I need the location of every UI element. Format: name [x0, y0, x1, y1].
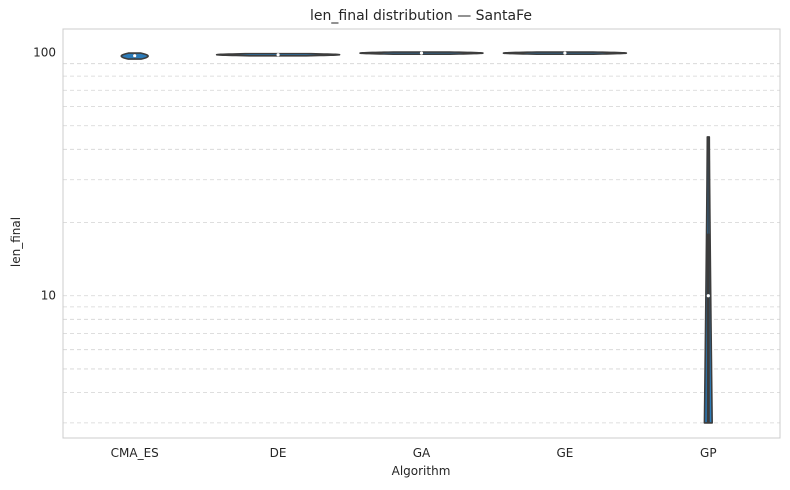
violin-median-marker — [276, 53, 280, 57]
y-tick-labels: 10 100 — [33, 46, 56, 303]
violin-median-marker — [133, 54, 137, 58]
y-tick-label: 10 — [41, 289, 56, 303]
violin-median-marker — [563, 51, 567, 55]
x-tick-labels: CMA_ES DE GA GE GP — [111, 446, 717, 460]
x-tick-label: CMA_ES — [111, 446, 159, 460]
x-tick-label: GE — [556, 446, 573, 460]
grid-lines — [63, 63, 780, 424]
violin-median-marker — [419, 51, 424, 55]
chart-title: len_final distribution — SantaFe — [310, 8, 532, 24]
x-tick-label: DE — [270, 446, 287, 460]
y-axis-label: len_final — [9, 217, 23, 267]
x-tick-label: GA — [413, 446, 431, 460]
y-tick-label: 100 — [33, 46, 56, 60]
x-axis-label: Algorithm — [392, 464, 451, 478]
x-tick-label: GP — [700, 446, 717, 460]
violin-layer — [120, 51, 713, 424]
violin-median-marker — [706, 294, 710, 298]
plot-area-frame — [62, 28, 781, 439]
